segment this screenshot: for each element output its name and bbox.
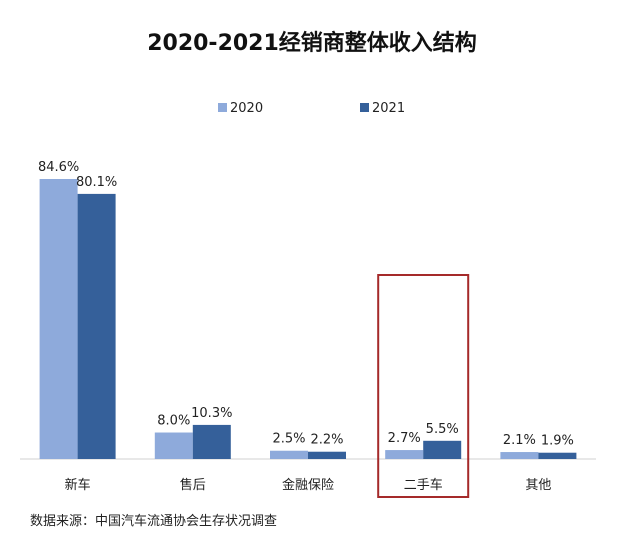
bar-2021-3: [423, 440, 462, 459]
bar-2021-1: [192, 424, 231, 459]
legend: 2020 2021: [218, 101, 405, 116]
legend-label-2020: 2020: [230, 101, 263, 116]
data-label-2021-4: 1.9%: [541, 434, 574, 449]
bar-2021-0: [77, 193, 116, 459]
data-label-2020-2: 2.5%: [272, 432, 305, 447]
category-label-1: 售后: [180, 477, 206, 493]
legend-swatch-2021: [360, 103, 369, 112]
bar-2021-2: [308, 451, 346, 459]
data-label-2020-0: 84.6%: [38, 160, 79, 175]
plot-area: 84.6%80.1% 8.0%10.3% 2.5% 2.2% 2.7% 5.5% 2.1% 1…: [20, 160, 596, 498]
source-note: 数据来源：中国汽车流通协会生存状况调查: [30, 514, 278, 529]
chart-title: 2020-2021经销商整体收入结构: [147, 30, 477, 56]
data-label-2020-3: 2.7%: [388, 431, 421, 446]
bar-2020-4: [500, 452, 539, 459]
legend-swatch-2020: [218, 103, 227, 112]
category-label-2: 金融保险: [282, 477, 334, 493]
legend-label-2021: 2021: [372, 101, 405, 116]
bar-2020-3: [385, 450, 424, 459]
category-axis: 新车 售后 金融保险 二手车 其他: [65, 477, 552, 493]
data-label-2021-0: 80.1%: [76, 175, 117, 190]
data-label-2020-1: 8.0%: [157, 414, 190, 429]
bar-2020-0: [39, 179, 78, 459]
category-label-0: 新车: [65, 477, 91, 493]
highlight-box: [377, 274, 470, 498]
bar-2020-1: [154, 432, 193, 459]
category-label-4: 其他: [525, 478, 551, 493]
data-label-2021-1: 10.3%: [191, 406, 232, 421]
data-label-2020-4: 2.1%: [503, 433, 536, 448]
data-label-2021-2: 2.2%: [310, 433, 343, 448]
bar-2020-2: [270, 450, 308, 459]
data-label-2021-3: 5.5%: [426, 422, 459, 437]
bar-2021-4: [538, 452, 577, 459]
category-label-3: 二手车: [404, 477, 443, 493]
